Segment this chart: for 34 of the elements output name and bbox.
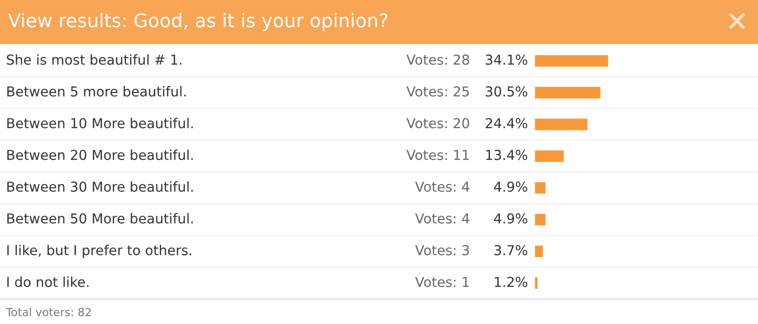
text: Votes: 20: [406, 118, 470, 128]
text: Votes: 4: [415, 182, 470, 192]
bar: [535, 150, 564, 162]
data-label: 30.5%: [486, 86, 528, 97]
bar: [535, 277, 538, 289]
text: Votes: 3: [415, 245, 469, 256]
data-label: 24.4%: [486, 118, 528, 128]
y-tick-label: Between 30 More beautiful.: [7, 181, 193, 192]
y-tick-label: Between 50 More beautiful.: [7, 213, 193, 224]
text: Votes: 1: [415, 276, 469, 288]
text: Votes: 28: [406, 54, 470, 65]
text: Votes: 25: [406, 86, 469, 97]
y-tick-label: I do not like.: [7, 276, 88, 288]
bar: [535, 118, 588, 130]
text: Votes: 4: [415, 213, 470, 224]
y-tick-label: I like, but I prefer to others.: [7, 244, 192, 258]
text: Total voters: 82: [6, 308, 91, 316]
text: Votes: 11: [406, 150, 469, 160]
data-label: 1.2%: [494, 276, 528, 288]
bar: [535, 55, 608, 67]
y-tick-label: Between 10 More beautiful.: [7, 118, 193, 128]
bar: [535, 182, 546, 194]
y-tick-label: She is most beautiful # 1.: [6, 54, 182, 65]
bar: [535, 86, 600, 98]
data-label: 3.7%: [494, 245, 528, 256]
y-tick-label: Between 5 more beautiful.: [7, 86, 186, 97]
text: View results: Good, as it is your opinion?: [8, 12, 388, 32]
bar: [535, 246, 543, 258]
data-label: 34.1%: [486, 54, 528, 65]
bar: [535, 214, 546, 226]
data-label: 4.9%: [494, 182, 528, 192]
data-label: 13.4%: [486, 150, 528, 160]
y-tick-label: Between 20 More beautiful.: [7, 150, 193, 160]
data-label: 4.9%: [494, 213, 528, 224]
